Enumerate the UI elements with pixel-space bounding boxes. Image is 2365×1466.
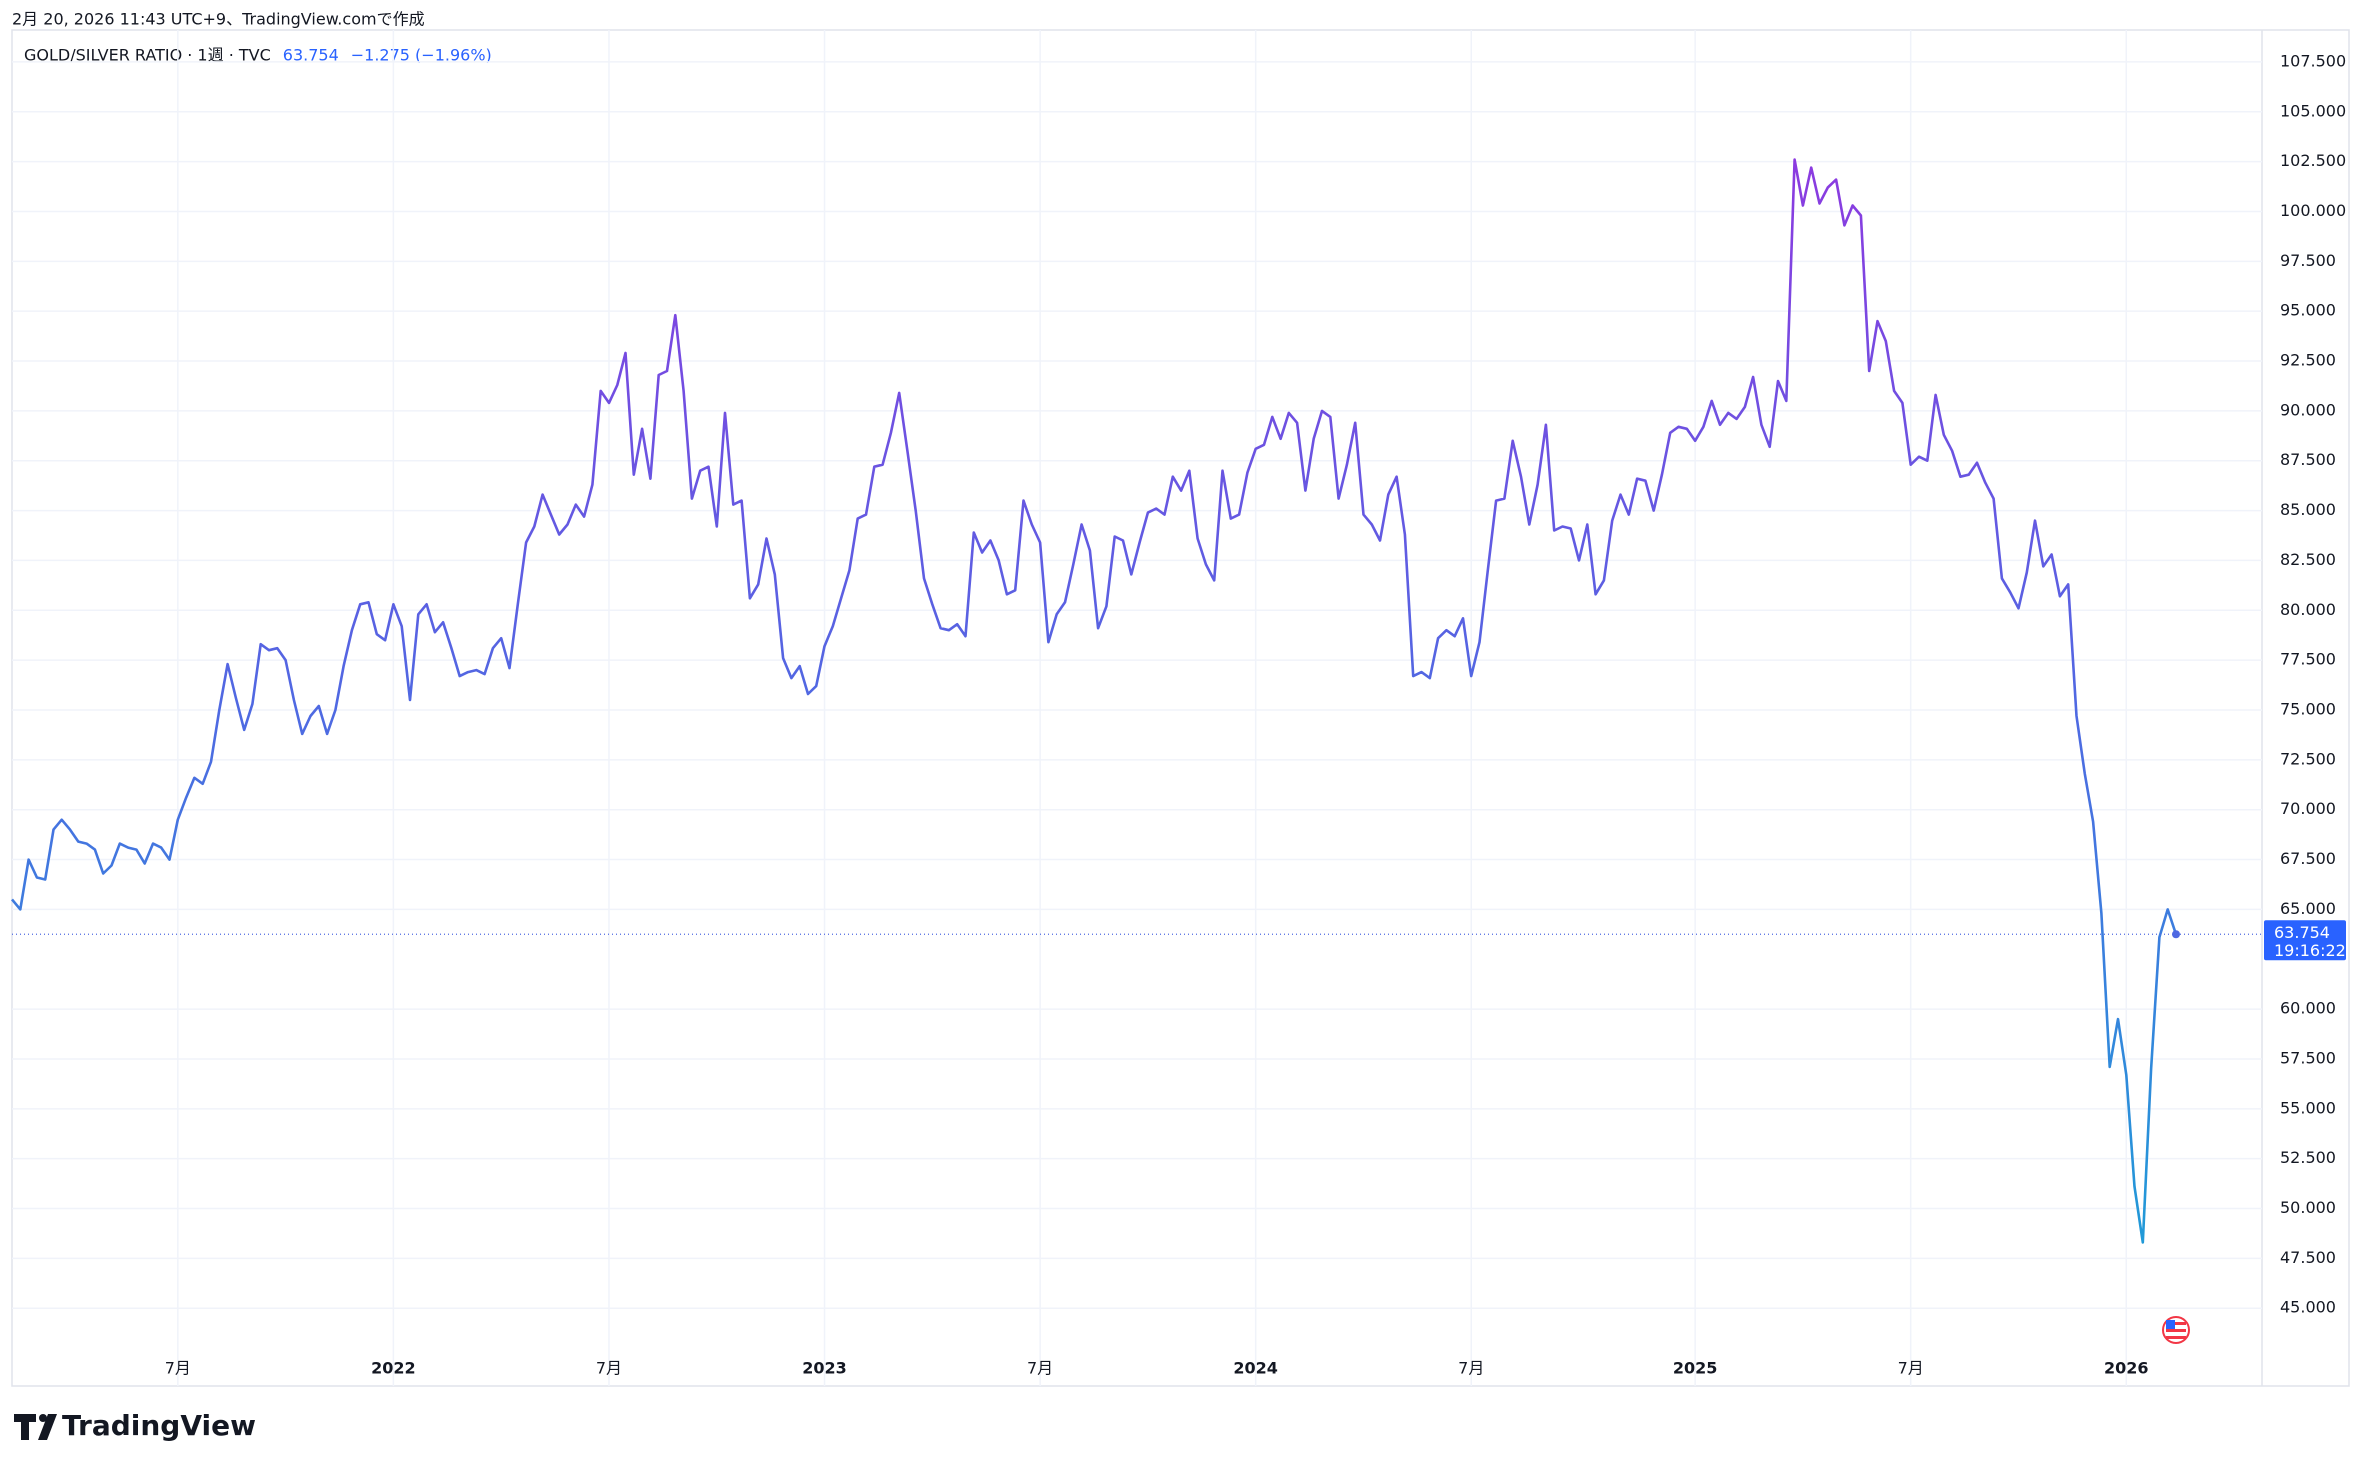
y-tick-label: 67.500: [2280, 849, 2336, 868]
y-tick-label: 57.500: [2280, 1048, 2336, 1067]
y-tick-label: 52.500: [2280, 1148, 2336, 1167]
y-tick-label: 55.000: [2280, 1098, 2336, 1117]
y-tick-label: 72.500: [2280, 749, 2336, 768]
legend-change: −1.275 (−1.96%): [351, 46, 492, 65]
x-tick-label: 2023: [802, 1359, 847, 1378]
price-tag-countdown: 19:16:22: [2274, 941, 2346, 960]
y-tick-label: 105.000: [2280, 101, 2346, 120]
x-tick-label: 2025: [1673, 1359, 1718, 1378]
y-tick-label: 85.000: [2280, 500, 2336, 519]
y-tick-label: 75.000: [2280, 699, 2336, 718]
y-tick-label: 87.500: [2280, 450, 2336, 469]
x-tick-label: 2024: [1233, 1359, 1278, 1378]
y-tick-label: 90.000: [2280, 400, 2336, 419]
y-tick-label: 50.000: [2280, 1198, 2336, 1217]
brand-logo: [14, 1414, 57, 1440]
y-tick-label: 45.000: [2280, 1298, 2336, 1317]
pane-border: [11, 29, 2350, 1387]
price-line: [10, 158, 2178, 1244]
last-point: [2172, 930, 2180, 939]
brand-name: TradingView: [62, 1409, 256, 1442]
grid: [12, 30, 2262, 1386]
y-tick-label: 80.000: [2280, 600, 2336, 619]
y-tick-label: 82.500: [2280, 550, 2336, 569]
y-tick-label: 107.500: [2280, 51, 2346, 70]
y-tick-label: 97.500: [2280, 251, 2336, 270]
flag-icon: [2162, 1316, 2190, 1344]
x-tick-label: 7月: [1458, 1359, 1484, 1378]
y-tick-label: 47.500: [2280, 1248, 2336, 1267]
x-tick-label: 7月: [1898, 1359, 1924, 1378]
legend-price: 63.754: [283, 46, 339, 65]
x-tick-label: 7月: [1027, 1359, 1053, 1378]
x-tick-label: 7月: [165, 1359, 191, 1378]
y-tick-label: 100.000: [2280, 201, 2346, 220]
price-tag: [2264, 920, 2346, 961]
x-tick-label: 2026: [2104, 1359, 2149, 1378]
y-tick-label: 102.500: [2280, 151, 2346, 170]
x-tick-label: 2022: [371, 1359, 416, 1378]
y-tick-label: 65.000: [2280, 899, 2336, 918]
y-tick-label: 60.000: [2280, 999, 2336, 1018]
x-tick-label: 7月: [596, 1359, 622, 1378]
y-tick-label: 77.500: [2280, 650, 2336, 669]
price-tag-value: 63.754: [2274, 923, 2330, 942]
legend-symbol: GOLD/SILVER RATIO · 1週 · TVC: [24, 46, 271, 65]
y-tick-label: 95.000: [2280, 301, 2336, 320]
created-note: 2月 20, 2026 11:43 UTC+9、TradingView.comで…: [12, 10, 425, 29]
y-tick-label: 92.500: [2280, 351, 2336, 370]
y-tick-label: 70.000: [2280, 799, 2336, 818]
